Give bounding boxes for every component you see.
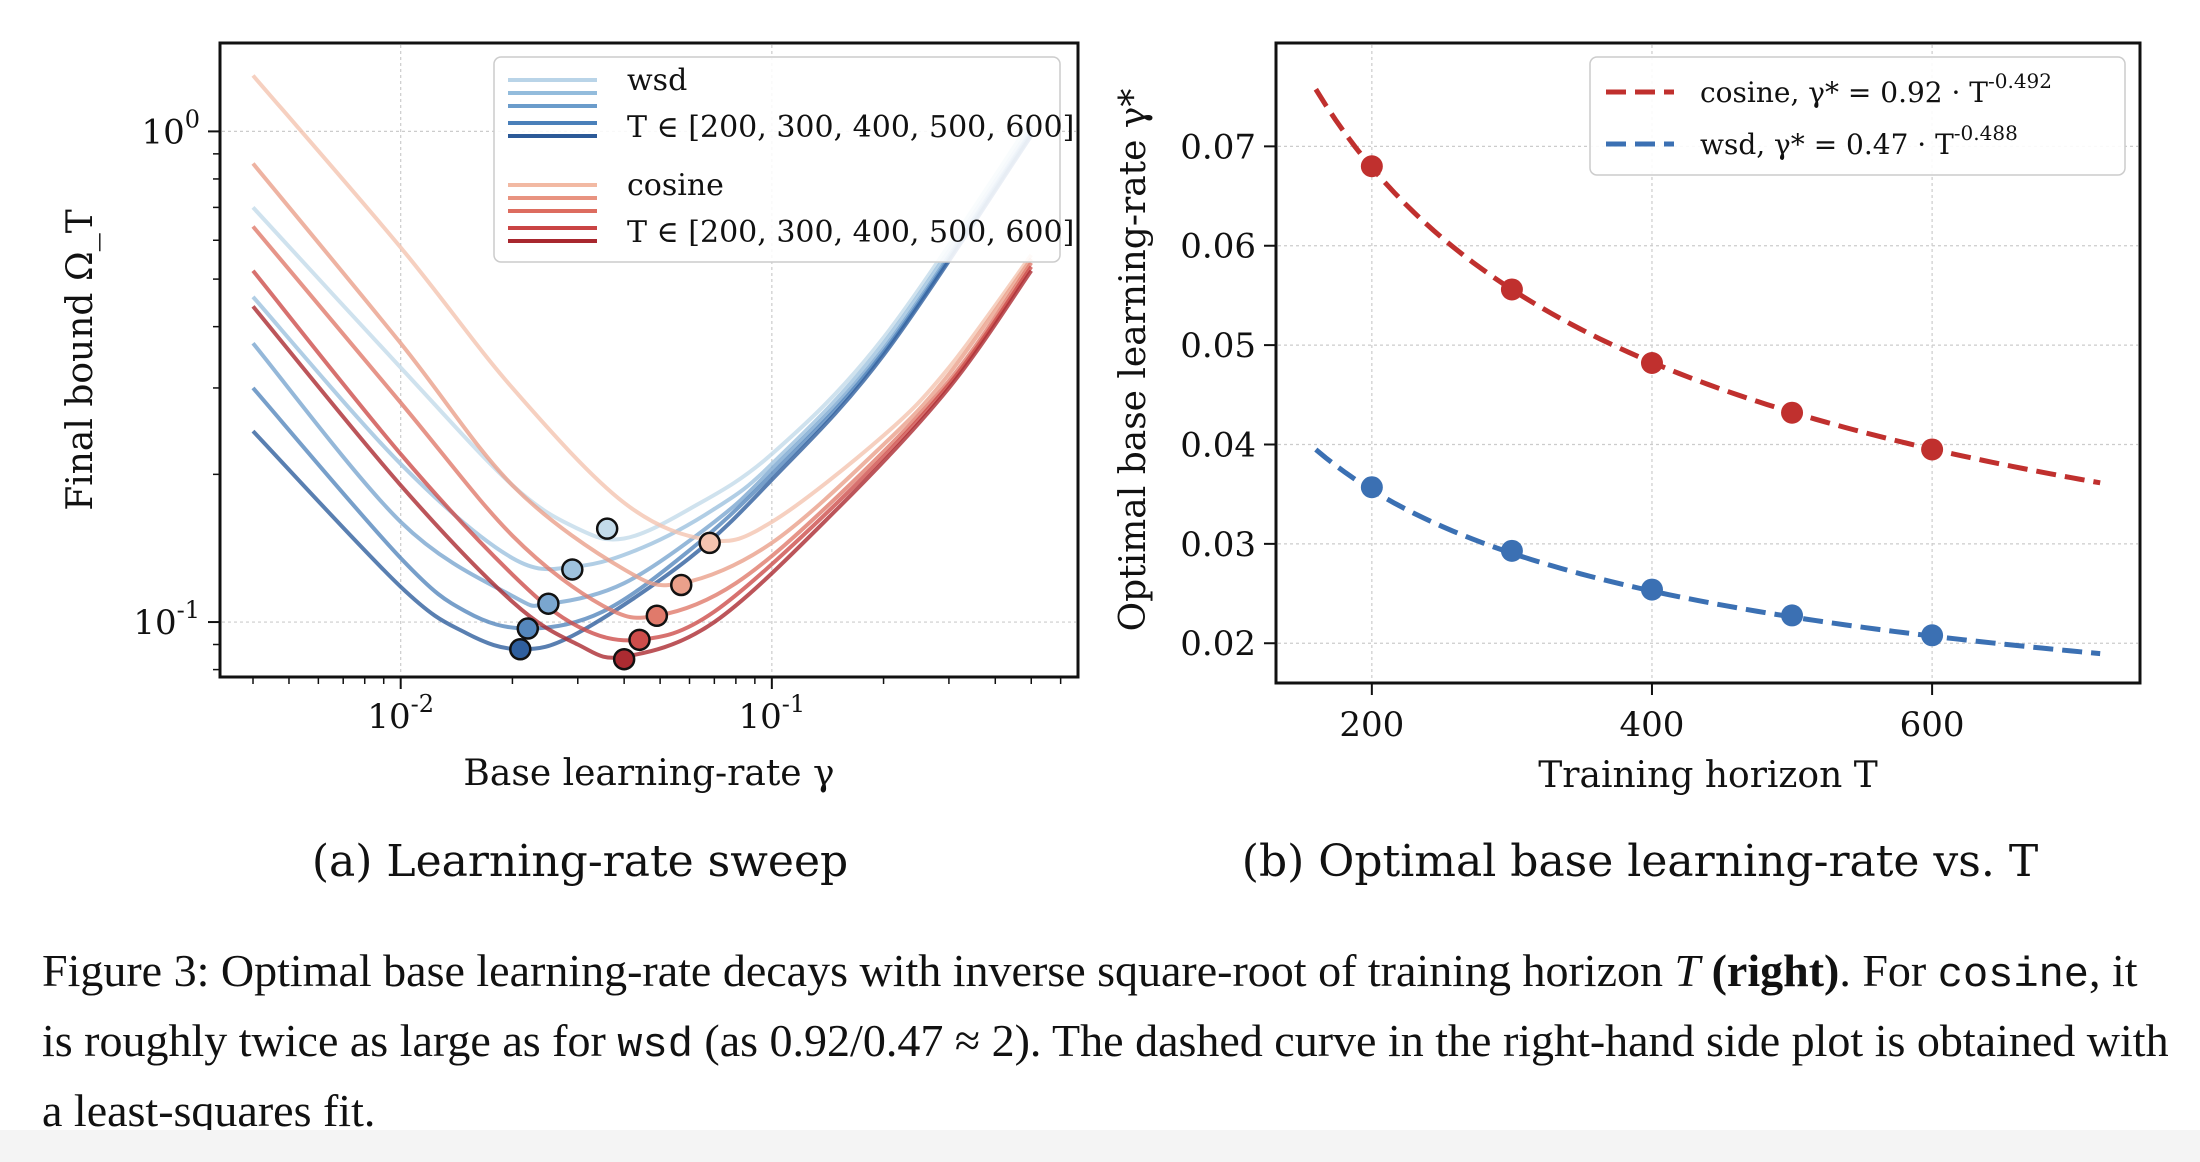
figure-caption: Figure 3: Optimal base learning-rate dec… bbox=[42, 938, 2172, 1144]
caption-label: Figure 3: bbox=[42, 945, 210, 996]
panel-b-x-tick-label: 200 bbox=[1339, 705, 1404, 745]
panel-a-legend-name-cosine: cosine bbox=[627, 168, 724, 203]
panel-b-legend-label-cosine-base: cosine, γ* = 0.92 · T bbox=[1700, 76, 1988, 109]
caption-var-t: T bbox=[1674, 945, 1701, 996]
panel-a-x-axis-label: Base learning-rate γ bbox=[463, 753, 834, 794]
panel-b-legend-label-cosine: cosine, γ* = 0.92 · T-0.492 bbox=[1700, 69, 2052, 109]
panel-a-line-cosine-T600 bbox=[251, 269, 1033, 660]
panel-b-point-wsd bbox=[1640, 578, 1663, 601]
panel-b-point-cosine bbox=[1500, 278, 1523, 301]
panel-a-x-tick-label-base: 10 bbox=[367, 697, 410, 737]
panel-a-optimum-cosine-T500 bbox=[628, 628, 651, 652]
panel-b-y-tick-label: 0.07 bbox=[1180, 127, 1256, 167]
panel-b-point-wsd bbox=[1921, 624, 1944, 647]
panel-a-y-tick-label-base: 10 bbox=[141, 112, 184, 152]
panel-b-x-axis-label: Training horizon T bbox=[1538, 755, 1877, 796]
panel-b-point-wsd bbox=[1500, 539, 1523, 562]
caption-text-1: Optimal base learning-rate decays with i… bbox=[220, 945, 1663, 996]
panel-a-x-tick-label-exp: -1 bbox=[782, 690, 805, 718]
panel-b-x-tick-label: 600 bbox=[1900, 705, 1965, 745]
panel-a-y-axis-label: Final bound Ω_T bbox=[60, 209, 101, 511]
caption-code-wsd: wsd bbox=[617, 1021, 693, 1069]
panel-b-points bbox=[1360, 155, 1944, 647]
panel-b-y-tick-label: 0.02 bbox=[1180, 624, 1256, 664]
panel-a-legend-label-wsd: T ∈ [200, 300, 400, 500, 600] bbox=[627, 110, 1074, 145]
panel-a-y-tick-label: 10-1 bbox=[133, 596, 200, 643]
panel-b-fit-cosine bbox=[1313, 87, 2101, 486]
panel-b-point-wsd bbox=[1781, 604, 1804, 627]
panel-a-y-tick-label: 100 bbox=[141, 105, 200, 152]
panel-a-y-tick-label-exp: 0 bbox=[185, 105, 200, 133]
panel-a-legend: wsd T ∈ [200, 300, 400, 500, 600] cosine T … bbox=[493, 56, 1074, 263]
panel-b-y-axis-label: Optimal base learning-rate γ* bbox=[1113, 89, 1154, 632]
panel-a-x-tick-label-exp: -2 bbox=[411, 690, 434, 718]
panel-a-line-cosine-T500 bbox=[251, 265, 1033, 643]
caption-text-3: , it is roughly twice as large as for bbox=[42, 945, 2138, 1066]
panel-b-frame bbox=[1274, 41, 2142, 685]
panel-a-x-tick-label: 10-1 bbox=[739, 690, 806, 737]
panel-b-y-tick-label: 0.05 bbox=[1180, 326, 1256, 366]
panel-b-fit-wsd bbox=[1314, 447, 2101, 657]
panel-a-y-tick-label-base: 10 bbox=[133, 603, 176, 643]
panel-b-y-tick-label: 0.03 bbox=[1180, 525, 1256, 565]
panel-b-legend-label-wsd-base: wsd, γ* = 0.47 · T bbox=[1700, 128, 1954, 161]
panel-b-point-cosine bbox=[1781, 401, 1804, 424]
panel-b-y-tick-label: 0.06 bbox=[1180, 227, 1256, 267]
caption-text-4: (as 0.92/0.47 ≈ 2). The dashed curve in … bbox=[42, 1015, 2169, 1136]
panel-a-legend-box bbox=[493, 56, 1061, 263]
caption-text-2: . For bbox=[1839, 945, 1927, 996]
panel-a-optimum-wsd-T600 bbox=[509, 638, 532, 661]
panel-a-legend-name-wsd: wsd bbox=[627, 63, 687, 98]
panel-b-point-wsd bbox=[1360, 476, 1383, 499]
panel-b-legend: cosine, γ* = 0.92 · T-0.492 wsd, γ* = 0.4… bbox=[1589, 56, 2126, 176]
panel-b-x-tick-label: 400 bbox=[1620, 705, 1685, 745]
panel-b-ticks: 200 400 600 0.02 0.03 0.04 0.05 0.06 0.07 bbox=[1180, 127, 1964, 745]
panel-a-optimum-wsd-T300 bbox=[561, 558, 584, 581]
panel-a-optimum-wsd-T200 bbox=[595, 517, 619, 540]
panel-a-optimum-cosine-T600 bbox=[612, 647, 636, 671]
panel-a-line-cosine-T200 bbox=[251, 74, 1033, 543]
panel-a-line-wsd-T200 bbox=[251, 119, 1033, 542]
panel-a-x-tick-label-base: 10 bbox=[739, 697, 782, 737]
panel-b-optimal-lr: 200 400 600 0.02 0.03 0.04 0.05 0.06 0.07 cosine… bbox=[1113, 41, 2142, 887]
panel-a-optimum-cosine-T400 bbox=[645, 604, 669, 628]
panel-a-legend-label-cosine: T ∈ [200, 300, 400, 500, 600] bbox=[627, 215, 1074, 250]
panel-a-optimum-cosine-T200 bbox=[698, 531, 721, 555]
panel-a-optimum-wsd-T500 bbox=[516, 617, 540, 640]
panel-b-legend-label-wsd-exp: -0.488 bbox=[1954, 121, 2018, 145]
panel-a-y-tick-label-exp: -1 bbox=[177, 596, 200, 624]
panel-b-fit-lines bbox=[1313, 87, 2101, 657]
bottom-strip bbox=[0, 1130, 2200, 1162]
panel-a-optimum-cosine-T300 bbox=[669, 573, 693, 597]
panel-b-subcaption: (b) Optimal base learning-rate vs. T bbox=[1242, 836, 2038, 887]
caption-bold-right: (right) bbox=[1711, 945, 1840, 996]
panel-a-frame bbox=[218, 41, 1080, 679]
panel-a-optimum-markers bbox=[509, 517, 721, 671]
panel-b-legend-box bbox=[1589, 56, 2126, 176]
panel-b-legend-label-cosine-exp: -0.492 bbox=[1988, 69, 2052, 93]
panel-b-legend-label-wsd: wsd, γ* = 0.47 · T-0.488 bbox=[1700, 121, 2018, 161]
panel-b-point-cosine bbox=[1360, 155, 1383, 178]
panel-a-line-wsd-T600 bbox=[251, 134, 1033, 652]
panel-b-y-tick-label: 0.04 bbox=[1180, 425, 1256, 465]
panel-b-point-cosine bbox=[1640, 352, 1663, 374]
caption-code-cosine: cosine bbox=[1937, 951, 2089, 999]
panel-b-point-cosine bbox=[1921, 438, 1944, 461]
panel-a-optimum-wsd-T400 bbox=[537, 592, 560, 615]
panel-a-x-tick-label: 10-2 bbox=[367, 690, 434, 737]
panel-a-line-wsd-T300 bbox=[251, 126, 1033, 572]
panel-a-subcaption: (a) Learning-rate sweep bbox=[312, 836, 848, 887]
